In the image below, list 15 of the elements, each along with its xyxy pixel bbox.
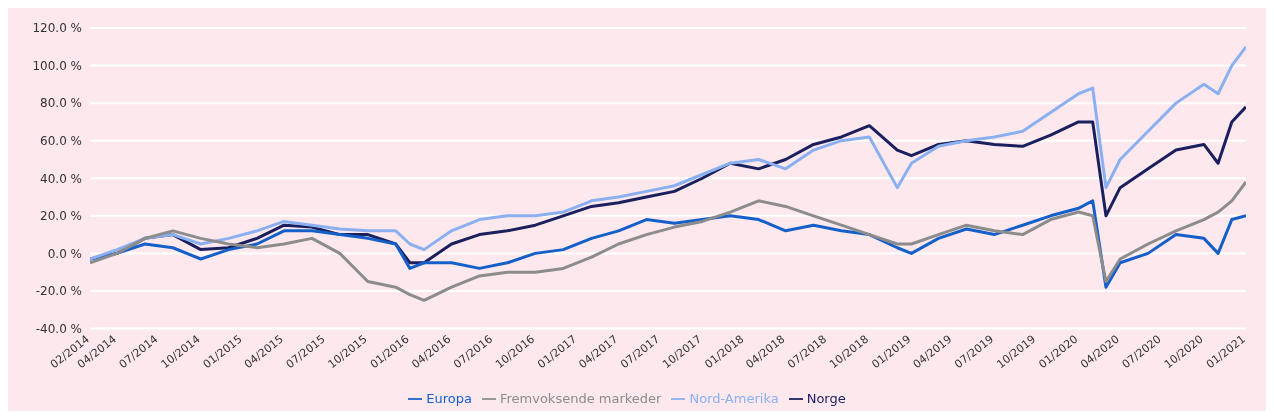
line-series <box>90 180 1246 302</box>
y-tick-label: 0.0 % <box>47 246 82 261</box>
y-tick-label: -40.0 % <box>35 321 82 336</box>
y-tick-label: 100.0 % <box>32 58 82 73</box>
y-tick-label: 80.0 % <box>40 96 82 111</box>
line-series <box>90 45 1246 261</box>
legend-label: Fremvoksende markeder <box>499 390 662 406</box>
legend-label: Norge <box>806 390 846 406</box>
y-tick-label: 20.0 % <box>40 209 82 224</box>
y-tick-label: 120.0 % <box>32 21 82 36</box>
legend-label: Nord-Amerika <box>689 390 779 406</box>
legend-label: Europa <box>426 390 472 406</box>
y-tick-label: -20.0 % <box>35 284 82 299</box>
y-tick-label: 40.0 % <box>40 171 82 186</box>
y-tick-label: 60.0 % <box>40 133 82 148</box>
